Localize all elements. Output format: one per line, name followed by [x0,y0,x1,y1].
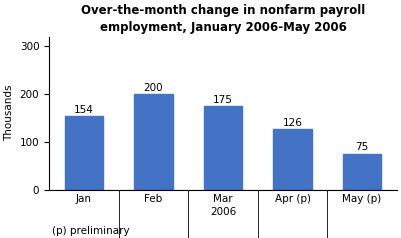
Text: 126: 126 [283,118,302,128]
Title: Over-the-month change in nonfarm payroll
employment, January 2006-May 2006: Over-the-month change in nonfarm payroll… [81,4,365,34]
Text: 75: 75 [355,142,369,152]
X-axis label: 2006: 2006 [210,207,236,217]
Text: 200: 200 [144,83,163,93]
Bar [204,106,242,189]
Bar [273,129,312,189]
Text: (p) preliminary: (p) preliminary [52,226,130,236]
Y-axis label: Thousands: Thousands [4,85,14,141]
Text: 175: 175 [213,94,233,104]
Bar [134,94,172,189]
Bar [343,154,381,189]
Text: 154: 154 [74,104,94,114]
Bar [65,116,103,189]
